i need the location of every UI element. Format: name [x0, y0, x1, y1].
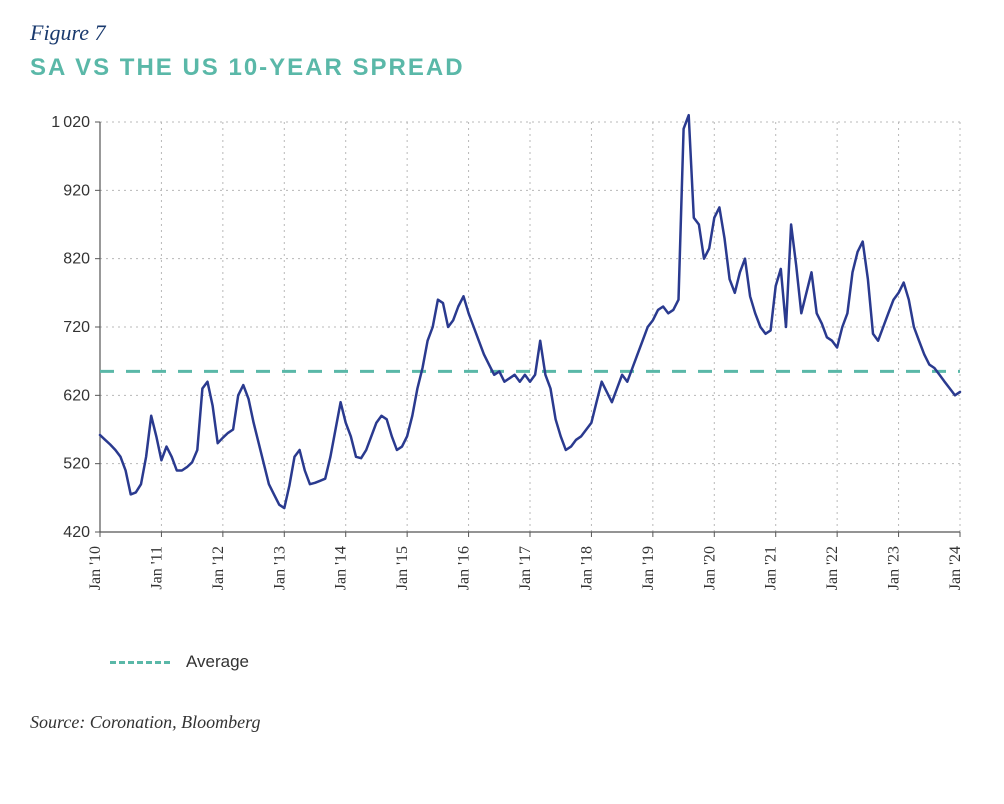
svg-text:Jan '20: Jan '20 — [701, 546, 718, 590]
svg-text:620: 620 — [63, 387, 90, 404]
figure-label: Figure 7 — [30, 20, 974, 46]
svg-text:920: 920 — [63, 182, 90, 199]
svg-text:Jan '10: Jan '10 — [87, 546, 104, 590]
svg-text:520: 520 — [63, 456, 90, 473]
svg-text:420: 420 — [63, 524, 90, 541]
svg-text:Jan '15: Jan '15 — [394, 546, 411, 590]
legend: Average — [30, 652, 974, 672]
legend-label: Average — [186, 652, 249, 672]
svg-text:Jan '12: Jan '12 — [210, 546, 227, 590]
source-text: Source: Coronation, Bloomberg — [30, 712, 974, 733]
figure-container: Figure 7 SA VS THE US 10-YEAR SPREAD 420… — [0, 0, 1004, 804]
svg-text:1 020: 1 020 — [51, 114, 90, 131]
svg-text:Jan '22: Jan '22 — [824, 546, 841, 590]
svg-text:Jan '21: Jan '21 — [763, 546, 780, 590]
svg-text:Jan '14: Jan '14 — [333, 546, 350, 590]
chart-area: 420 520 620 720 820 920 1 020 Jan '10 Jan '11 Jan… — [30, 112, 970, 632]
svg-text:Jan '16: Jan '16 — [456, 546, 473, 590]
svg-text:Jan '23: Jan '23 — [886, 546, 903, 590]
svg-text:Jan '24: Jan '24 — [947, 546, 964, 590]
svg-text:Jan '17: Jan '17 — [517, 546, 534, 590]
svg-text:Jan '19: Jan '19 — [640, 546, 657, 590]
svg-text:720: 720 — [63, 319, 90, 336]
chart-title: SA VS THE US 10-YEAR SPREAD — [30, 54, 974, 82]
line-chart: 420 520 620 720 820 920 1 020 Jan '10 Jan '11 Jan… — [30, 112, 970, 632]
svg-text:Jan '13: Jan '13 — [271, 546, 288, 590]
svg-text:820: 820 — [63, 251, 90, 268]
svg-text:Jan '18: Jan '18 — [578, 546, 595, 590]
legend-dash-icon — [110, 661, 170, 664]
svg-text:Jan '11: Jan '11 — [148, 546, 165, 590]
